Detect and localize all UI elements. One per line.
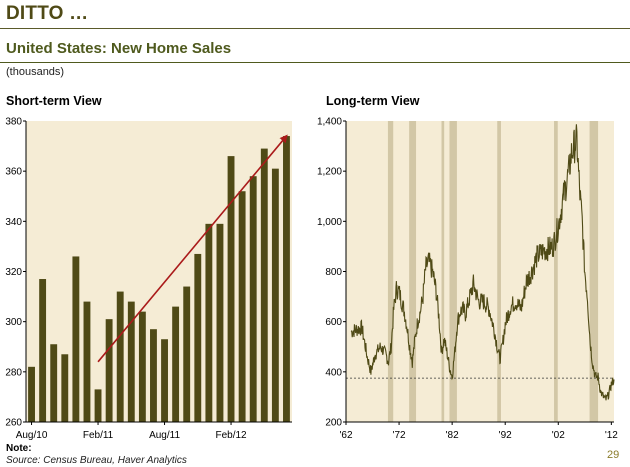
- trend-arrow: [97, 134, 288, 363]
- x-tick-label: '62: [339, 430, 352, 441]
- bar: [50, 344, 58, 422]
- chart-subtitle: United States: New Home Sales: [6, 40, 232, 57]
- long-term-plot-area: [346, 121, 614, 422]
- recession-band: [449, 121, 457, 422]
- x-tick-label: Aug/11: [149, 430, 180, 441]
- bar: [161, 339, 168, 422]
- y-tick-label: 400: [325, 367, 342, 378]
- bar: [238, 191, 246, 422]
- bar: [116, 291, 124, 422]
- note-label: Note:: [6, 443, 32, 454]
- x-tick-label: '72: [393, 430, 406, 441]
- bar: [216, 223, 224, 422]
- bar: [283, 136, 290, 423]
- y-tick-label: 340: [5, 217, 22, 228]
- recession-band: [589, 121, 599, 422]
- bar: [260, 148, 268, 422]
- x-tick-label: '12: [605, 430, 618, 441]
- x-tick-label: '92: [499, 430, 512, 441]
- slide-title: DITTO …: [6, 3, 89, 24]
- x-tick-label: Feb/12: [215, 430, 247, 441]
- bar: [249, 176, 257, 422]
- bar: [39, 279, 47, 422]
- bar: [138, 311, 146, 422]
- bar: [194, 253, 202, 422]
- x-tick-label: Feb/11: [83, 430, 114, 441]
- bar: [172, 306, 180, 422]
- y-tick-label: 320: [5, 267, 22, 278]
- bar: [271, 168, 279, 422]
- bar: [94, 389, 102, 422]
- page-number: 29: [607, 449, 620, 461]
- bar: [105, 319, 113, 422]
- bar: [127, 301, 135, 422]
- y-tick-label: 360: [5, 167, 22, 178]
- bar: [83, 301, 91, 422]
- y-tick-label: 1,400: [317, 117, 342, 128]
- recession-band: [409, 121, 417, 422]
- long-term-line-chart: 200 400 600 800 1,000 1,200 1,400 '62 '72 '82 '92 '…: [317, 117, 618, 442]
- y-tick-label: 1,000: [317, 217, 342, 228]
- bar: [205, 223, 213, 422]
- short-term-plot-area: [26, 121, 292, 422]
- units-label: (thousands): [6, 66, 65, 78]
- bar: [183, 286, 191, 422]
- short-term-panel-title: Short-term View: [6, 94, 102, 108]
- recession-band: [441, 121, 445, 422]
- subtitle-divider: [0, 62, 630, 63]
- bar: [61, 354, 69, 422]
- x-tick-label: Aug/10: [16, 430, 48, 441]
- bar: [28, 366, 35, 422]
- short-term-bar-chart: 260 280 300 320 340 360 380 Aug/10 Feb/11 Aug/11 F…: [5, 117, 292, 441]
- y-tick-label: 800: [325, 267, 342, 278]
- y-tick-label: 380: [5, 117, 22, 128]
- new-home-sales-line: [350, 124, 615, 401]
- recession-band: [387, 121, 394, 422]
- bar: [72, 256, 80, 422]
- long-term-panel-title: Long-term View: [326, 94, 420, 108]
- y-tick-label: 280: [5, 367, 22, 378]
- x-tick-label: '02: [552, 430, 565, 441]
- recession-band: [497, 121, 501, 422]
- bar: [227, 156, 235, 422]
- y-tick-label: 600: [325, 317, 342, 328]
- y-tick-label: 1,200: [317, 167, 342, 178]
- y-tick-label: 300: [5, 317, 22, 328]
- recession-band: [554, 121, 558, 422]
- x-tick-label: '82: [446, 430, 459, 441]
- source-text: Source: Census Bureau, Haver Analytics: [6, 455, 187, 466]
- title-divider: [0, 28, 630, 29]
- y-tick-label: 260: [5, 418, 22, 429]
- bar: [150, 329, 157, 422]
- y-tick-label: 200: [325, 418, 342, 429]
